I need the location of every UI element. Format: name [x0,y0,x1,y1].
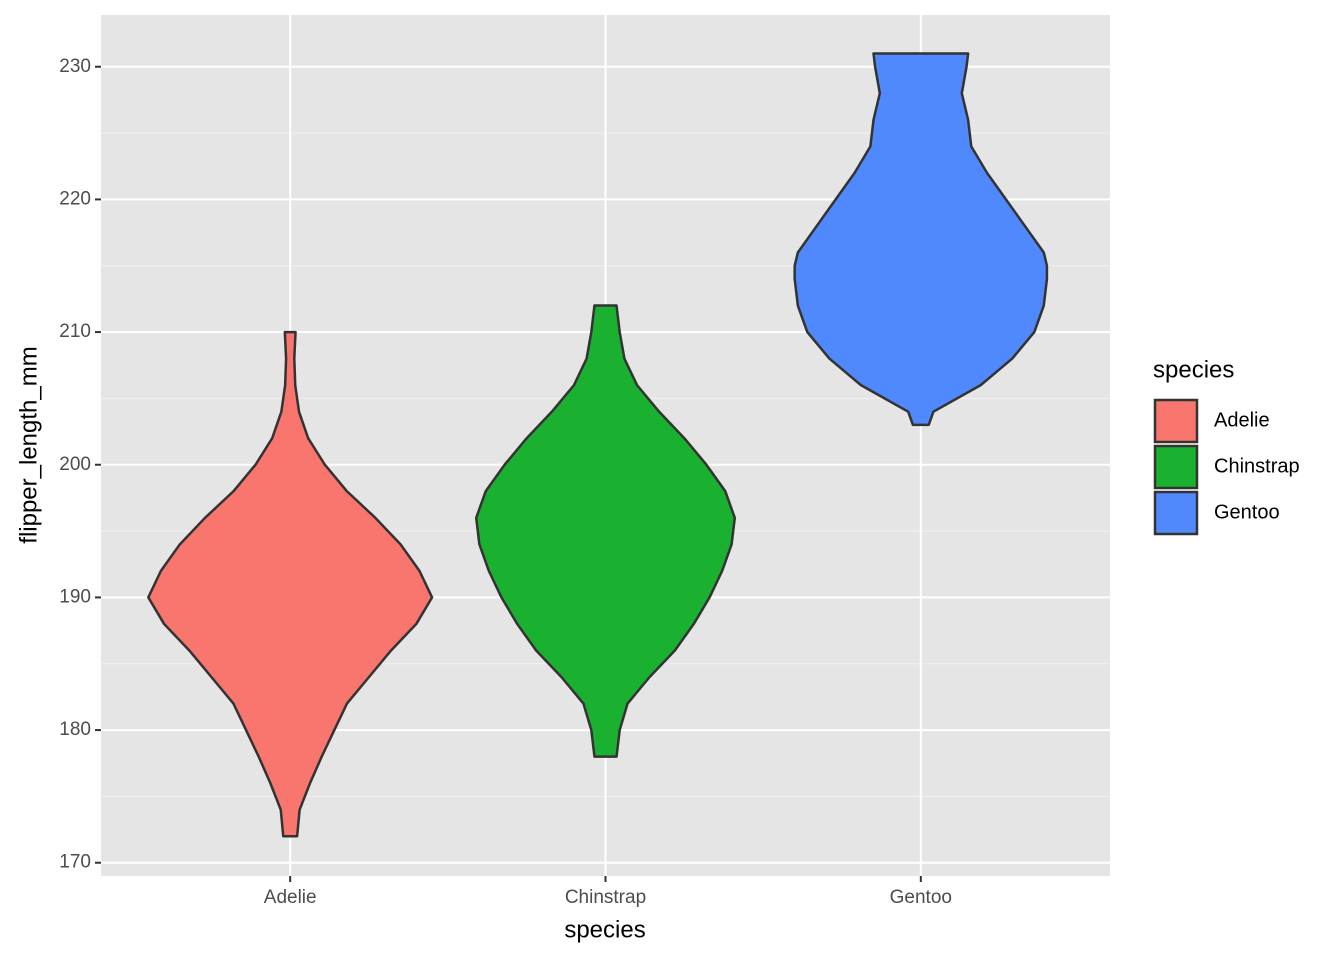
x-tick-label: Chinstrap [565,887,646,908]
legend-key [1153,444,1199,490]
legend-label: Chinstrap [1214,455,1300,477]
legend-key [1153,398,1199,444]
legend-label: Gentoo [1214,501,1280,523]
x-tick-label: Adelie [264,887,317,908]
y-tick-label: 190 [59,586,91,607]
x-axis-title: species [564,916,645,943]
y-tick-label: 220 [59,188,91,209]
y-axis-title: flipper_length_mm [15,346,42,543]
violin [474,304,737,758]
legend-key [1153,490,1199,536]
x-tick-label: Gentoo [890,887,952,908]
y-tick-label: 170 [59,852,91,873]
legend-label: Adelie [1214,409,1270,431]
legend-title: species [1153,356,1234,383]
violin [147,330,434,838]
violin [793,52,1049,427]
y-tick-label: 230 [59,56,91,77]
y-tick-label: 210 [59,321,91,342]
y-tick-label: 200 [59,454,91,475]
y-tick-label: 180 [59,719,91,740]
